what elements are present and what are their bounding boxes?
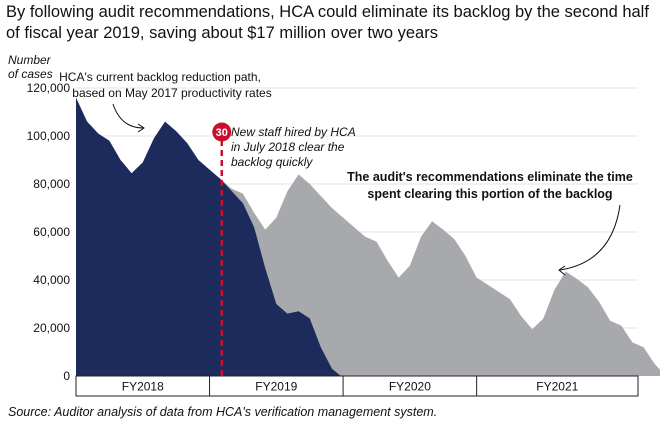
annotation-new-staff-line-1: New staff hired by HCA bbox=[231, 125, 356, 139]
y-tick-label: 0 bbox=[63, 369, 70, 383]
fiscal-year-band bbox=[75, 375, 639, 397]
annotation-arrowhead-audit bbox=[558, 265, 566, 276]
y-axis-label-line-2: of cases bbox=[8, 67, 53, 81]
annotation-current-path-line-1: HCA's current backlog reduction path, bbox=[59, 70, 261, 84]
annotation-audit-line-1: The audit's recommendations eliminate th… bbox=[347, 170, 633, 184]
title-line-1: By following audit recommendations, HCA … bbox=[6, 3, 649, 21]
chart-title: By following audit recommendations, HCA … bbox=[6, 2, 656, 44]
annotation-audit-line-2: spent clearing this portion of the backl… bbox=[367, 187, 612, 201]
annotation-arrow-audit bbox=[559, 204, 621, 271]
y-axis-label-line-1: Number bbox=[8, 53, 52, 67]
annotation-current-path-line-2: based on May 2017 productivity rates bbox=[72, 86, 271, 100]
marker-badge bbox=[212, 122, 232, 142]
area-layer bbox=[76, 97, 660, 376]
annotation-arrowhead-current-path bbox=[137, 123, 145, 133]
fiscal-year-label: FY2020 bbox=[389, 380, 431, 394]
fiscal-year-label: FY2021 bbox=[536, 380, 578, 394]
y-tick-label: 60,000 bbox=[33, 225, 70, 239]
y-tick-label: 100,000 bbox=[27, 129, 71, 143]
y-tick-label: 80,000 bbox=[33, 177, 70, 191]
y-tick-label: 20,000 bbox=[33, 321, 70, 335]
annotation-new-staff-line-2: in July 2018 clear the bbox=[231, 140, 345, 154]
y-tick-label: 40,000 bbox=[33, 273, 70, 287]
fiscal-year-label: FY2018 bbox=[122, 380, 164, 394]
annotation-new-staff-line-3: backlog quickly bbox=[231, 155, 313, 169]
fiscal-year-label: FY2019 bbox=[255, 380, 297, 394]
y-tick-label: 120,000 bbox=[27, 81, 71, 95]
area-current-backlog-path bbox=[76, 97, 341, 376]
annotation-arrow-current-path bbox=[112, 103, 144, 129]
axis-layer: 0 20,000 40,000 60,000 80,000 100,000 120,000 F… bbox=[27, 81, 639, 397]
source-note: Source: Auditor analysis of data from HC… bbox=[8, 405, 438, 419]
marker-badge-label: 30 bbox=[216, 127, 228, 139]
backlog-chart: 0 20,000 40,000 60,000 80,000 100,000 120,000 F… bbox=[8, 53, 660, 397]
title-line-2: of fiscal year 2019, saving about $17 mi… bbox=[6, 24, 438, 42]
marker-layer: 30 bbox=[212, 122, 232, 376]
